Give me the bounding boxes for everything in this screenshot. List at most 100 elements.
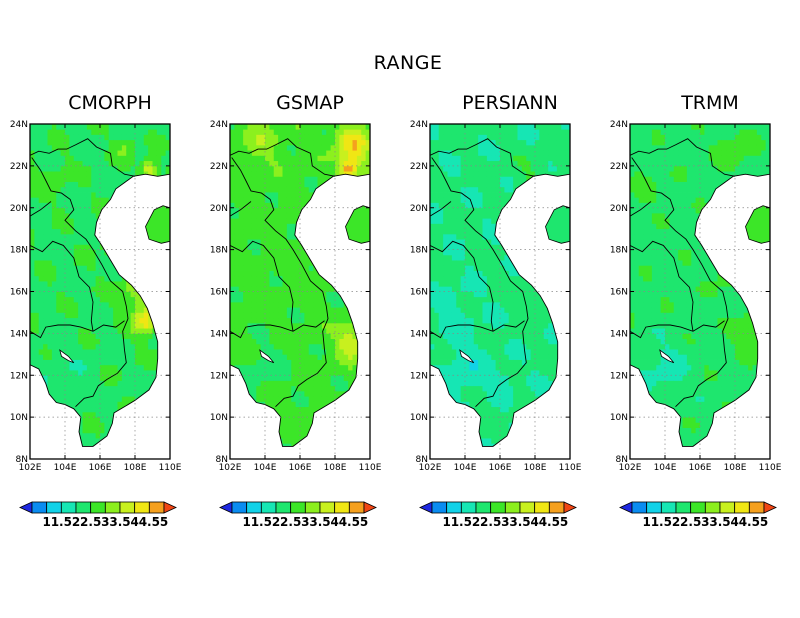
field-cell: [330, 312, 336, 319]
field-cell: [361, 165, 367, 172]
field-cell: [447, 239, 453, 245]
field-cell: [113, 155, 118, 162]
field-cell: [143, 338, 149, 345]
field-cell: [78, 270, 83, 277]
field-cell: [308, 390, 314, 397]
field-cell: [30, 223, 35, 230]
field-cell: [256, 275, 262, 282]
field-cell: [104, 317, 110, 324]
field-cell: [326, 144, 332, 151]
field-cell: [73, 370, 79, 376]
field-cell: [65, 239, 70, 245]
field-cell: [460, 291, 466, 298]
field-cell: [308, 317, 314, 324]
field-cell: [286, 155, 292, 162]
field-cell: [251, 301, 257, 308]
field-cell: [126, 338, 132, 345]
field-cell: [69, 197, 75, 203]
field-cell: [117, 155, 123, 162]
field-cell: [430, 134, 435, 141]
field-cell: [313, 181, 318, 188]
field-cell: [443, 254, 448, 261]
field-cell: [443, 233, 448, 240]
field-cell: [460, 218, 466, 224]
field-cell: [95, 370, 101, 376]
field-cell: [438, 328, 444, 334]
field-cell: [295, 124, 301, 130]
field-cell: [95, 171, 101, 177]
field-cell: [434, 312, 440, 319]
field-cell: [251, 134, 257, 141]
field-cell: [321, 333, 327, 340]
field-cell: [434, 301, 440, 308]
field-cell: [43, 265, 48, 271]
field-cell: [456, 396, 462, 402]
field-cell: [265, 186, 270, 193]
field-cell: [291, 171, 297, 177]
field-cell: [251, 343, 257, 350]
field-cell: [295, 432, 301, 439]
field-cell: [78, 359, 83, 366]
field-cell: [69, 343, 75, 350]
field-cell: [234, 129, 240, 135]
field-cell: [256, 150, 262, 156]
field-cell: [95, 260, 101, 266]
field-cell: [430, 124, 435, 130]
field-cell: [82, 370, 88, 376]
field-cell: [38, 260, 44, 266]
field-cell: [295, 129, 301, 135]
field-cell: [234, 134, 240, 141]
field-cell: [295, 160, 301, 167]
field-cell: [143, 343, 149, 350]
field-cell: [430, 186, 435, 193]
field-cell: [308, 165, 314, 172]
field-cell: [247, 370, 253, 376]
field-cell: [282, 202, 288, 209]
field-cell: [130, 343, 136, 350]
field-cell: [60, 160, 66, 167]
field-cell: [38, 239, 44, 245]
field-cell: [69, 207, 75, 214]
field-cell: [343, 354, 349, 360]
field-cell: [465, 134, 470, 141]
field-cell: [286, 223, 292, 230]
field-cell: [121, 349, 127, 355]
field-cell: [473, 317, 479, 324]
field-cell: [121, 359, 127, 366]
field-cell: [47, 223, 53, 230]
field-cell: [117, 322, 123, 329]
field-cell: [278, 349, 283, 355]
field-cell: [335, 291, 340, 298]
field-cell: [100, 317, 105, 324]
field-cell: [447, 354, 453, 360]
field-cell: [108, 338, 114, 345]
field-cell: [326, 338, 332, 345]
field-cell: [313, 390, 318, 397]
field-cell: [43, 296, 48, 303]
field-cell: [456, 322, 462, 329]
field-cell: [304, 150, 310, 156]
field-cell: [265, 301, 270, 308]
field-cell: [91, 338, 97, 345]
field-cell: [326, 171, 332, 177]
field-cell: [82, 218, 88, 224]
field-cell: [447, 343, 453, 350]
field-cell: [243, 134, 248, 141]
field-cell: [243, 296, 248, 303]
field-cell: [465, 129, 470, 135]
field-cell: [104, 150, 110, 156]
field-cell: [282, 207, 288, 214]
field-cell: [56, 207, 62, 214]
field-cell: [91, 223, 97, 230]
field-cell: [148, 139, 153, 146]
field-cell: [78, 223, 83, 230]
field-cell: [126, 281, 132, 287]
field-cell: [108, 296, 114, 303]
field-cell: [460, 396, 466, 402]
field-cell: [113, 296, 118, 303]
field-cell: [465, 218, 470, 224]
field-cell: [278, 375, 283, 381]
field-cell: [269, 390, 275, 397]
field-cell: [82, 134, 88, 141]
field-cell: [65, 333, 70, 340]
